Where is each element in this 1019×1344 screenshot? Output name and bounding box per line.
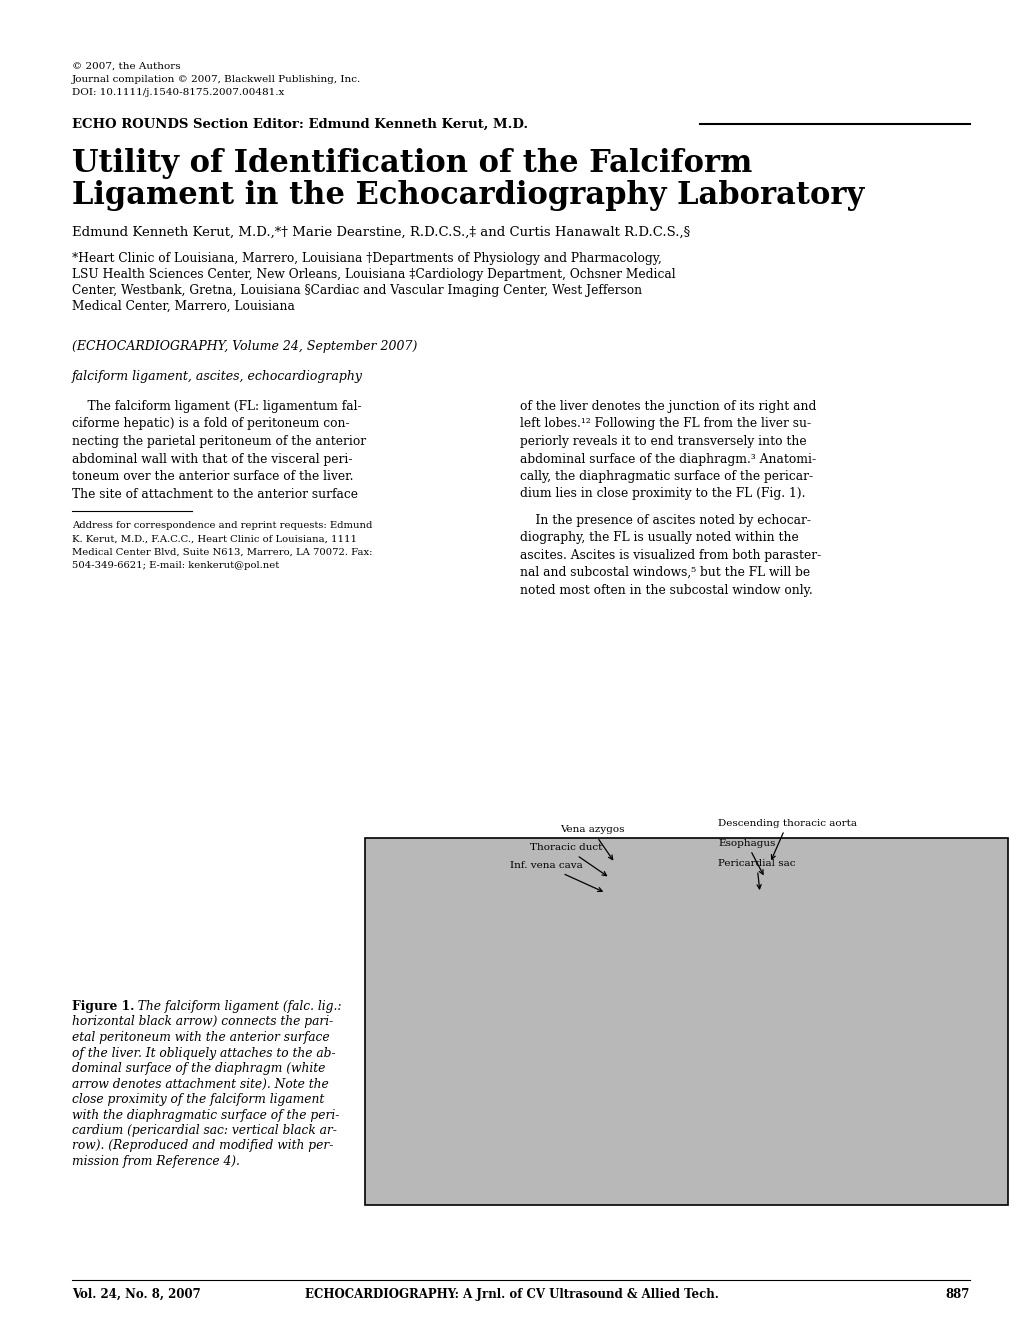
Text: Pericardial sac: Pericardial sac bbox=[717, 859, 795, 888]
Text: left lobes.¹² Following the FL from the liver su-: left lobes.¹² Following the FL from the … bbox=[520, 418, 810, 430]
Text: Medical Center, Marrero, Louisiana: Medical Center, Marrero, Louisiana bbox=[72, 300, 294, 313]
Text: cally, the diaphragmatic surface of the pericar-: cally, the diaphragmatic surface of the … bbox=[520, 470, 812, 482]
Bar bbox=[365, 839, 1007, 1206]
Text: of the liver denotes the junction of its right and: of the liver denotes the junction of its… bbox=[520, 401, 815, 413]
Text: Esophagus: Esophagus bbox=[717, 839, 774, 875]
Text: noted most often in the subcostal window only.: noted most often in the subcostal window… bbox=[520, 583, 812, 597]
Text: toneum over the anterior surface of the liver.: toneum over the anterior surface of the … bbox=[72, 470, 354, 482]
Text: Center, Westbank, Gretna, Louisiana §Cardiac and Vascular Imaging Center, West J: Center, Westbank, Gretna, Louisiana §Car… bbox=[72, 284, 642, 297]
Text: Ligament in the Echocardiography Laboratory: Ligament in the Echocardiography Laborat… bbox=[72, 180, 863, 211]
Text: Thoracic duct: Thoracic duct bbox=[530, 844, 606, 876]
Text: falciform ligament, ascites, echocardiography: falciform ligament, ascites, echocardiog… bbox=[72, 370, 363, 383]
Text: diography, the FL is usually noted within the: diography, the FL is usually noted withi… bbox=[520, 531, 798, 544]
Text: abdominal wall with that of the visceral peri-: abdominal wall with that of the visceral… bbox=[72, 453, 353, 465]
Text: Figure 1.: Figure 1. bbox=[72, 1000, 135, 1013]
Text: Inf. vena cava: Inf. vena cava bbox=[510, 862, 601, 891]
Text: ECHO ROUNDS Section Editor: Edmund Kenneth Kerut, M.D.: ECHO ROUNDS Section Editor: Edmund Kenne… bbox=[72, 118, 528, 130]
Text: periorly reveals it to end transversely into the: periorly reveals it to end transversely … bbox=[520, 435, 806, 448]
Text: ciforme hepatic) is a fold of peritoneum con-: ciforme hepatic) is a fold of peritoneum… bbox=[72, 418, 350, 430]
Text: (ECHOCARDIOGRAPHY, Volume 24, September 2007): (ECHOCARDIOGRAPHY, Volume 24, September … bbox=[72, 340, 417, 353]
Text: Utility of Identification of the Falciform: Utility of Identification of the Falcifo… bbox=[72, 148, 752, 179]
Text: of the liver. It obliquely attaches to the ab-: of the liver. It obliquely attaches to t… bbox=[72, 1047, 335, 1059]
Text: with the diaphragmatic surface of the peri-: with the diaphragmatic surface of the pe… bbox=[72, 1109, 339, 1121]
Text: K. Kerut, M.D., F.A.C.C., Heart Clinic of Louisiana, 1111: K. Kerut, M.D., F.A.C.C., Heart Clinic o… bbox=[72, 535, 357, 543]
Text: nal and subcostal windows,⁵ but the FL will be: nal and subcostal windows,⁵ but the FL w… bbox=[520, 566, 809, 579]
Text: In the presence of ascites noted by echocar-: In the presence of ascites noted by echo… bbox=[520, 513, 810, 527]
Text: Journal compilation © 2007, Blackwell Publishing, Inc.: Journal compilation © 2007, Blackwell Pu… bbox=[72, 75, 361, 83]
Text: Vena azygos: Vena azygos bbox=[559, 825, 624, 860]
Text: dium lies in close proximity to the FL (Fig. 1).: dium lies in close proximity to the FL (… bbox=[520, 488, 805, 500]
Text: horizontal black arrow) connects the pari-: horizontal black arrow) connects the par… bbox=[72, 1016, 333, 1028]
Text: dominal surface of the diaphragm (white: dominal surface of the diaphragm (white bbox=[72, 1062, 325, 1075]
Text: 887: 887 bbox=[945, 1288, 969, 1301]
Text: arrow denotes attachment site). Note the: arrow denotes attachment site). Note the bbox=[72, 1078, 328, 1090]
Text: Edmund Kenneth Kerut, M.D.,*† Marie Dearstine, R.D.C.S.,‡ and Curtis Hanawalt R.: Edmund Kenneth Kerut, M.D.,*† Marie Dear… bbox=[72, 226, 690, 239]
Text: ECHOCARDIOGRAPHY: A Jrnl. of CV Ultrasound & Allied Tech.: ECHOCARDIOGRAPHY: A Jrnl. of CV Ultrasou… bbox=[305, 1288, 718, 1301]
Text: Address for correspondence and reprint requests: Edmund: Address for correspondence and reprint r… bbox=[72, 521, 372, 530]
Text: Medical Center Blvd, Suite N613, Marrero, LA 70072. Fax:: Medical Center Blvd, Suite N613, Marrero… bbox=[72, 548, 372, 556]
Text: ascites. Ascites is visualized from both paraster-: ascites. Ascites is visualized from both… bbox=[520, 548, 820, 562]
Text: row). (Reproduced and modified with per-: row). (Reproduced and modified with per- bbox=[72, 1140, 333, 1153]
Text: LSU Health Sciences Center, New Orleans, Louisiana ‡Cardiology Department, Ochsn: LSU Health Sciences Center, New Orleans,… bbox=[72, 267, 675, 281]
Text: abdominal surface of the diaphragm.³ Anatomi-: abdominal surface of the diaphragm.³ Ana… bbox=[520, 453, 815, 465]
Text: The falciform ligament (FL: ligamentum fal-: The falciform ligament (FL: ligamentum f… bbox=[72, 401, 362, 413]
Text: etal peritoneum with the anterior surface: etal peritoneum with the anterior surfac… bbox=[72, 1031, 329, 1044]
Text: The site of attachment to the anterior surface: The site of attachment to the anterior s… bbox=[72, 488, 358, 500]
Text: necting the parietal peritoneum of the anterior: necting the parietal peritoneum of the a… bbox=[72, 435, 366, 448]
Text: *Heart Clinic of Louisiana, Marrero, Louisiana †Departments of Physiology and Ph: *Heart Clinic of Louisiana, Marrero, Lou… bbox=[72, 253, 661, 265]
Text: © 2007, the Authors: © 2007, the Authors bbox=[72, 62, 180, 71]
Text: cardium (pericardial sac: vertical black ar-: cardium (pericardial sac: vertical black… bbox=[72, 1124, 336, 1137]
Text: close proximity of the falciform ligament: close proximity of the falciform ligamen… bbox=[72, 1093, 324, 1106]
Text: Vol. 24, No. 8, 2007: Vol. 24, No. 8, 2007 bbox=[72, 1288, 201, 1301]
Text: DOI: 10.1111/j.1540-8175.2007.00481.x: DOI: 10.1111/j.1540-8175.2007.00481.x bbox=[72, 87, 284, 97]
Text: 504-349-6621; E-mail: kenkerut@pol.net: 504-349-6621; E-mail: kenkerut@pol.net bbox=[72, 562, 279, 570]
Text: mission from Reference 4).: mission from Reference 4). bbox=[72, 1154, 239, 1168]
Text: The falciform ligament (falc. lig.:: The falciform ligament (falc. lig.: bbox=[129, 1000, 341, 1013]
Text: Descending thoracic aorta: Descending thoracic aorta bbox=[717, 818, 856, 859]
